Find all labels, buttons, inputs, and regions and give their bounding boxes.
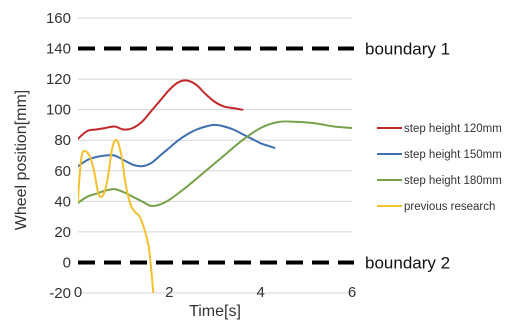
x-tick-label: 4 [256, 284, 264, 301]
y-tick-label: 0 [63, 254, 71, 271]
boundary-annotations: boundary 1 boundary 2 [365, 40, 450, 273]
series-line-1 [78, 79, 244, 140]
y-tick-label: 160 [46, 10, 71, 27]
legend: step height 120mm step height 150mm step h… [377, 123, 502, 213]
boundary-label: boundary 2 [365, 253, 450, 272]
y-tick-label: 60 [54, 163, 71, 180]
series-line-3 [78, 120, 352, 208]
legend-entry: step height 180mm [404, 175, 502, 187]
boundary-lines [78, 46, 354, 265]
y-tick-label: 40 [54, 193, 71, 210]
y-tick-label: 140 [46, 41, 71, 58]
legend-entry: step height 120mm [404, 123, 502, 135]
x-tick-label: 0 [74, 284, 82, 301]
x-tick-label: 2 [165, 284, 173, 301]
x-tick-label: 6 [348, 284, 356, 301]
y-tick-labels: -20 0 20 40 60 80 100 120 140 160 [46, 10, 71, 302]
x-tick-labels: 0 2 4 6 [74, 284, 356, 301]
series-lines [78, 79, 352, 293]
legend-entry: previous research [404, 201, 495, 213]
y-tick-label: 120 [46, 71, 71, 88]
y-tick-label: 20 [54, 224, 71, 241]
series-line-2 [78, 123, 276, 168]
y-axis-label: Wheel position[mm] [13, 90, 30, 231]
legend-entry: step height 150mm [404, 149, 502, 161]
gridlines [78, 17, 352, 294]
series-line-4 [78, 138, 155, 293]
x-axis-label: Time[s] [189, 303, 241, 320]
y-tick-label: 100 [46, 102, 71, 119]
y-tick-label: -20 [49, 285, 71, 302]
y-tick-label: 80 [54, 132, 71, 149]
boundary-label: boundary 1 [365, 40, 450, 59]
